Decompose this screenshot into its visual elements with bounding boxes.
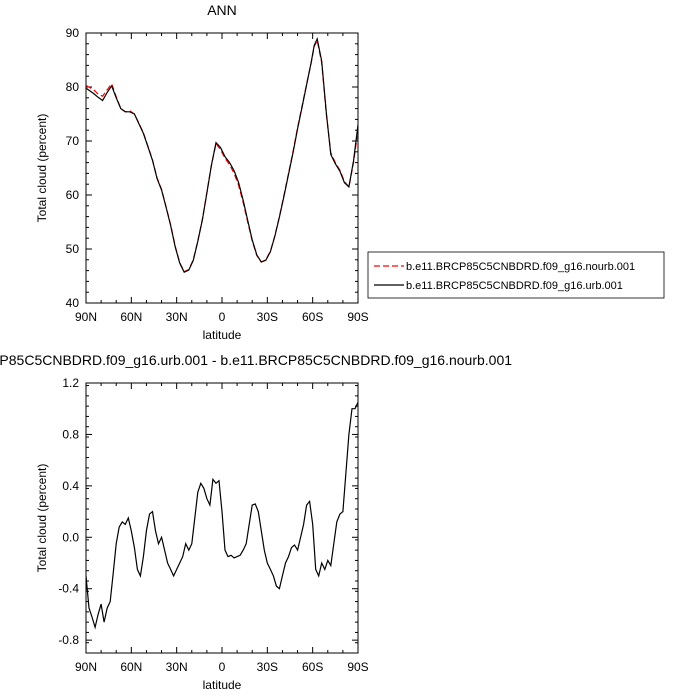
y-tick-label: 0.4 [62,479,79,493]
x-tick-label: 90S [347,660,368,674]
y-tick-label: 0.8 [62,427,79,441]
legend-label: b.e11.BRCP85C5CNBDRD.f09_g16.urb.001 [406,280,623,292]
legend-box [367,251,665,299]
x-tick-label: 30N [166,660,188,674]
y-axis-label: Total cloud (percent) [35,464,49,573]
y-tick-label: 40 [66,296,80,310]
top-panel: 90N 60N 30N 0 30S 60S 90S 40 50 60 70 80 90 ANN latitu… [35,2,665,342]
y-tick-label: -0.4 [58,582,79,596]
y-tick-label: 1.2 [62,376,79,390]
x-tick-label: 30S [257,660,278,674]
x-tick-label: 0 [219,310,226,324]
x-tick-label: 30S [257,310,278,324]
y-axis-label: Total cloud (percent) [35,114,49,223]
y-tick-label: 0.0 [62,530,79,544]
x-tick-label: 90N [75,310,97,324]
series-line-0 [86,402,358,630]
y-tick-label: -0.8 [58,633,79,647]
series-line-0 [86,38,358,273]
x-tick-label: 30N [166,310,188,324]
y-tick-label: 80 [66,80,80,94]
y-tick-label: 90 [66,26,80,40]
series-line-1 [86,36,358,273]
x-axis-label: latitude [203,678,242,692]
y-tick-label: 70 [66,134,80,148]
x-tick-label: 90N [75,660,97,674]
y-tick-label: 60 [66,188,80,202]
x-tick-label: 60S [302,310,323,324]
bottom-panel: 90N 60N 30N 0 30S 60S 90S -0.8 -0.4 0.0 0.4 0.8 1.2 b… [0,352,512,692]
x-tick-label: 60N [120,660,142,674]
chart-title: ANN [207,2,237,18]
x-tick-label: 90S [347,310,368,324]
chart-title: b.e11.BRCP85C5CNBDRD.f09_g16.urb.001 - b… [0,352,512,368]
x-tick-label: 60N [120,310,142,324]
x-tick-label: 60S [302,660,323,674]
plot-frame [85,32,359,304]
x-tick-label: 0 [219,660,226,674]
legend-label: b.e11.BRCP85C5CNBDRD.f09_g16.nourb.001 [406,261,635,273]
x-axis-label: latitude [203,328,242,342]
y-tick-label: 50 [66,242,80,256]
